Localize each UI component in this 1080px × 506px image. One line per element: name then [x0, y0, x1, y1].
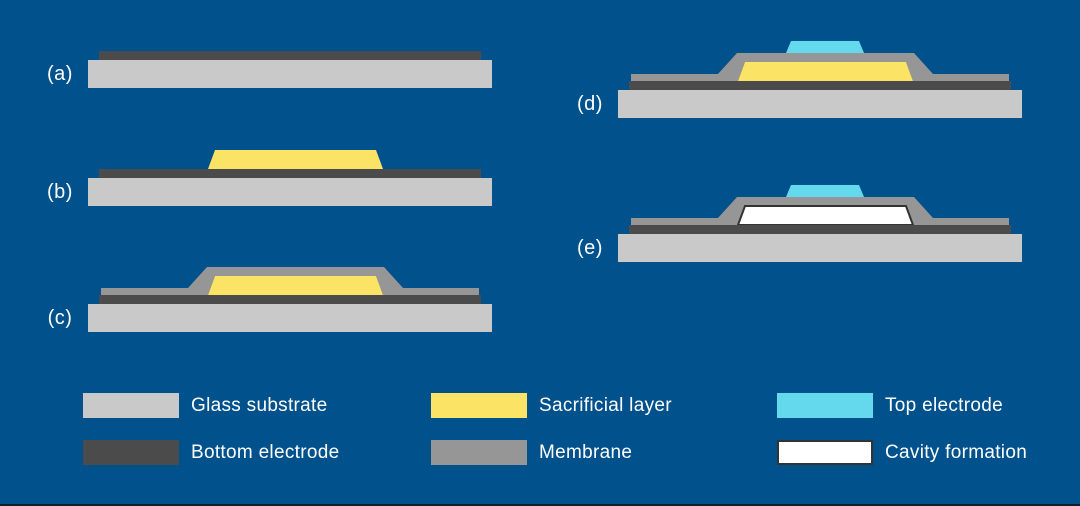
step-a-label: (a) — [47, 63, 73, 85]
legend-label: Glass substrate — [191, 395, 328, 416]
cavity-formation-swatch — [777, 440, 873, 465]
bottom-electrode-swatch — [83, 440, 179, 465]
cavity-formation-layer — [736, 205, 915, 226]
bottom-electrode-layer — [99, 169, 481, 178]
bottom-electrode-layer — [629, 225, 1011, 234]
step-e-diagram — [618, 185, 1022, 262]
bottom-electrode-layer — [99, 295, 481, 304]
step-d: (d) — [577, 32, 1022, 118]
membrane-swatch — [431, 440, 527, 465]
glass-substrate-layer — [88, 304, 492, 332]
membrane-layer — [101, 267, 479, 295]
legend-label: Bottom electrode — [191, 442, 340, 463]
step-b: (b) — [47, 120, 492, 206]
step-c-diagram — [88, 267, 492, 332]
step-a: (a) — [47, 2, 492, 88]
bottom-electrode-layer — [629, 81, 1011, 90]
legend-label: Cavity formation — [885, 442, 1028, 463]
sacrificial-layer — [208, 150, 383, 169]
glass-substrate-layer — [88, 60, 492, 88]
step-e: (e) — [577, 176, 1022, 262]
step-a-diagram — [88, 51, 492, 88]
step-d-diagram — [618, 41, 1022, 118]
top-electrode-swatch — [777, 393, 873, 418]
membrane-layer — [631, 53, 1009, 81]
glass-substrate-layer — [88, 178, 492, 206]
bottom-edge — [0, 504, 1080, 506]
glass-substrate-layer — [618, 234, 1022, 262]
top-electrode-layer — [786, 185, 864, 197]
step-c: (c) — [48, 246, 492, 332]
legend-label: Membrane — [539, 442, 633, 463]
step-c-label: (c) — [47, 307, 73, 329]
membrane-layer — [631, 197, 1009, 225]
glass-substrate-swatch — [83, 393, 179, 418]
step-b-label: (b) — [47, 181, 73, 203]
sacrificial-layer — [208, 276, 383, 295]
legend-label: Sacrificial layer — [539, 395, 672, 416]
step-e-label: (e) — [577, 237, 603, 259]
sacrificial-layer — [738, 62, 913, 81]
step-d-label: (d) — [577, 93, 603, 115]
top-electrode-layer — [786, 41, 864, 53]
step-b-diagram — [88, 150, 492, 206]
legend-label: Top electrode — [885, 395, 1003, 416]
glass-substrate-layer — [618, 90, 1022, 118]
sacrificial-layer-swatch — [431, 393, 527, 418]
bottom-electrode-layer — [99, 51, 481, 60]
